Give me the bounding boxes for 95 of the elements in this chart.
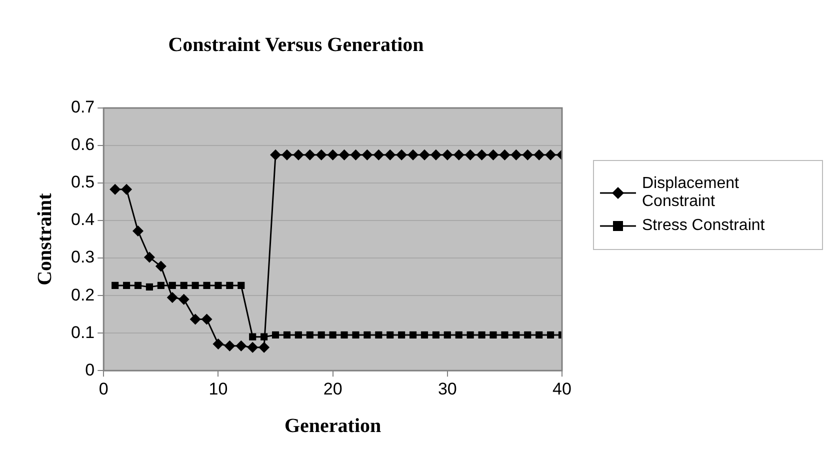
y-tick-label: 0 <box>85 360 95 380</box>
point <box>123 282 130 289</box>
point <box>134 282 142 289</box>
point <box>364 331 371 338</box>
point <box>536 331 543 338</box>
point <box>238 282 245 289</box>
point <box>512 331 520 338</box>
point <box>453 149 464 160</box>
point <box>318 331 325 338</box>
point <box>340 331 348 338</box>
y-tick-label: 0.4 <box>70 210 95 230</box>
point <box>249 333 256 340</box>
point <box>190 314 201 325</box>
point <box>373 149 384 160</box>
point <box>192 282 199 289</box>
point <box>272 331 280 338</box>
point <box>476 149 488 160</box>
chart-title: Constraint Versus Generation <box>168 34 424 56</box>
legend-label: Displacement Constraint <box>642 175 740 211</box>
point <box>432 331 440 338</box>
y-tick-label: 0.5 <box>70 172 95 192</box>
point <box>166 292 178 303</box>
y-tick-label: 0.2 <box>70 285 95 304</box>
point <box>236 340 247 352</box>
point <box>409 331 417 338</box>
point <box>499 149 510 160</box>
point <box>226 282 234 289</box>
point <box>455 331 462 338</box>
point <box>155 260 166 272</box>
point <box>144 252 155 263</box>
point <box>329 331 336 338</box>
point <box>398 331 406 338</box>
point <box>178 294 190 305</box>
point <box>510 149 522 160</box>
point <box>375 331 382 338</box>
point <box>488 149 499 160</box>
point <box>110 184 121 195</box>
point <box>362 149 373 160</box>
point <box>327 149 338 160</box>
point <box>352 331 360 338</box>
point <box>203 282 210 289</box>
point <box>524 331 532 338</box>
point <box>224 340 236 352</box>
y-axis-title: Constraint <box>34 192 56 286</box>
point <box>306 331 314 338</box>
y-tick-label: 0.3 <box>70 248 95 267</box>
point <box>420 331 428 338</box>
point <box>408 149 419 160</box>
point <box>384 149 396 160</box>
point <box>442 149 453 160</box>
legend-label: Stress Constraint <box>642 217 765 235</box>
point <box>396 149 408 160</box>
point <box>522 149 534 160</box>
y-tick-label: 0.1 <box>70 322 95 342</box>
point <box>501 331 508 338</box>
point <box>478 331 486 338</box>
point <box>146 283 154 290</box>
point <box>304 149 316 160</box>
point <box>121 184 132 195</box>
point <box>212 338 224 350</box>
point <box>316 149 327 160</box>
point <box>258 342 270 353</box>
point <box>168 282 176 289</box>
x-tick-label: 10 <box>208 379 228 398</box>
x-tick-label: 20 <box>323 379 342 398</box>
point <box>386 331 394 338</box>
point <box>466 331 474 338</box>
point <box>464 149 476 160</box>
y-tick-label: 0.6 <box>70 135 95 154</box>
point <box>112 282 119 289</box>
point <box>132 226 144 237</box>
point <box>490 331 497 338</box>
point <box>270 149 282 160</box>
point <box>247 342 258 353</box>
point <box>281 149 292 160</box>
x-axis-title: Generation <box>284 415 382 438</box>
point <box>418 149 430 160</box>
x-tick-label: 40 <box>552 379 572 398</box>
x-tick-label: 30 <box>438 379 457 398</box>
point <box>545 149 556 160</box>
point <box>214 282 222 289</box>
point <box>180 282 188 289</box>
point <box>430 149 442 160</box>
point <box>201 314 212 325</box>
y-tick-label: 0.7 <box>70 98 95 117</box>
point <box>157 282 164 289</box>
point <box>292 149 304 160</box>
x-tick-label: 0 <box>98 379 108 398</box>
point <box>338 149 350 160</box>
point <box>534 149 545 160</box>
point <box>350 149 362 160</box>
point <box>547 331 554 338</box>
point <box>294 331 302 338</box>
point <box>283 331 291 338</box>
point <box>444 331 451 338</box>
